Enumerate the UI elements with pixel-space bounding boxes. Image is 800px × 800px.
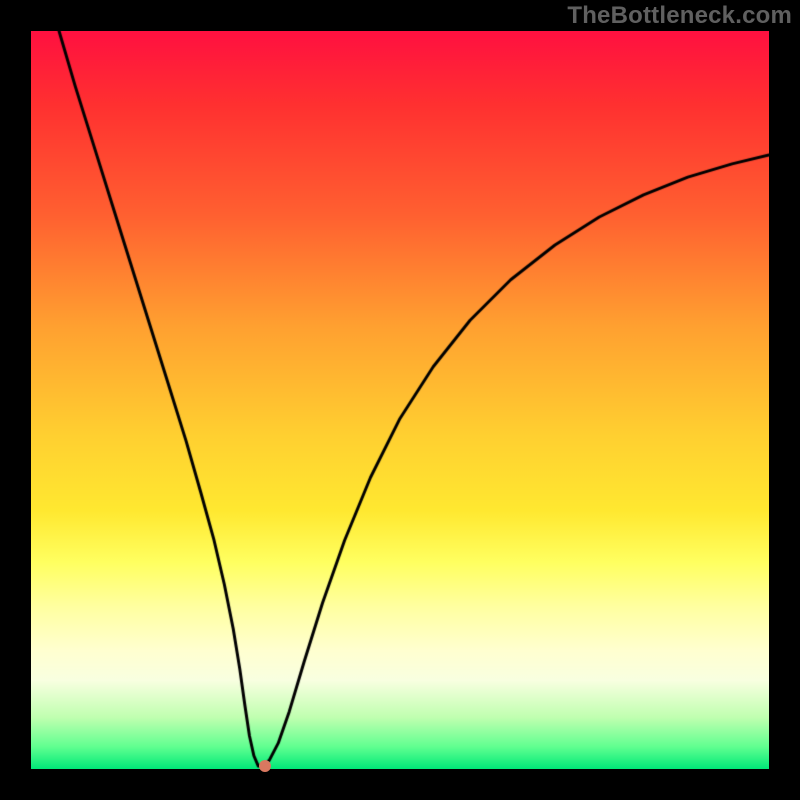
watermark-text: TheBottleneck.com: [567, 2, 792, 30]
optimum-marker: [259, 760, 271, 772]
plot-area: [31, 31, 769, 769]
chart-frame: TheBottleneck.com: [0, 0, 800, 800]
bottleneck-curve: [31, 31, 769, 769]
